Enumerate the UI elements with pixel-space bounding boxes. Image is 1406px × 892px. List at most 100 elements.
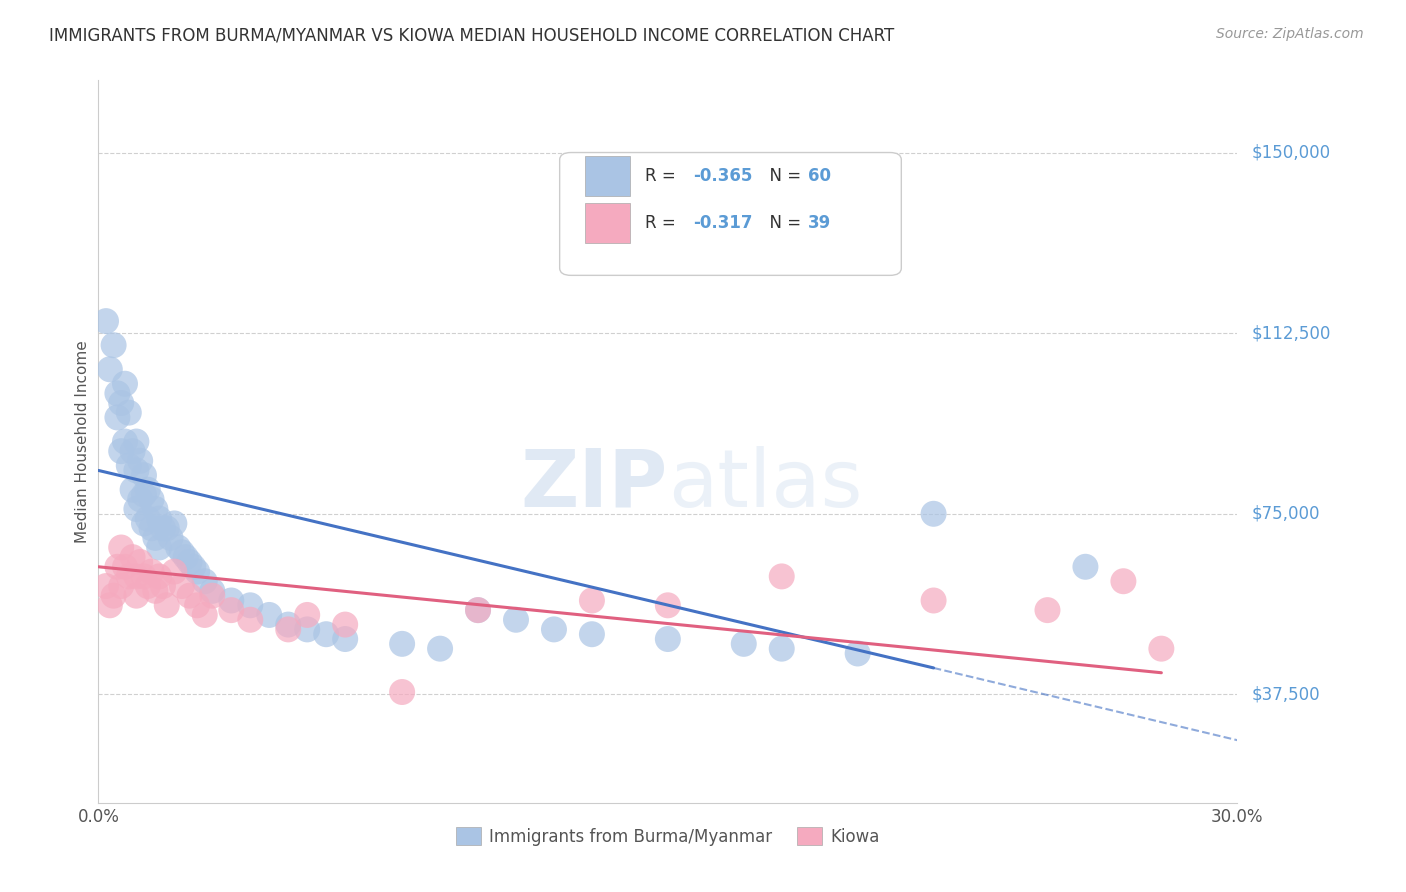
Point	[505, 613, 527, 627]
Point	[159, 531, 181, 545]
Point	[183, 559, 205, 574]
Point	[543, 623, 565, 637]
Point	[141, 565, 163, 579]
Point	[148, 569, 170, 583]
Point	[132, 569, 155, 583]
Text: 60: 60	[808, 168, 831, 186]
Point	[846, 647, 869, 661]
Point	[770, 641, 793, 656]
Point	[110, 541, 132, 555]
Point	[221, 603, 243, 617]
Point	[1074, 559, 1097, 574]
Text: $37,500: $37,500	[1251, 685, 1320, 704]
Point	[201, 583, 224, 598]
Text: ZIP: ZIP	[520, 446, 668, 524]
Point	[118, 569, 141, 583]
Point	[581, 627, 603, 641]
Point	[136, 511, 159, 525]
Point	[94, 314, 117, 328]
Point	[121, 550, 143, 565]
Point	[335, 632, 357, 646]
Point	[125, 463, 148, 477]
Point	[467, 603, 489, 617]
Point	[315, 627, 337, 641]
Text: $150,000: $150,000	[1251, 144, 1330, 161]
Y-axis label: Median Household Income: Median Household Income	[75, 340, 90, 543]
Point	[239, 613, 262, 627]
Point	[141, 521, 163, 535]
Point	[148, 511, 170, 525]
Point	[581, 593, 603, 607]
Point	[152, 521, 174, 535]
Point	[277, 617, 299, 632]
Point	[114, 434, 136, 449]
Point	[297, 607, 319, 622]
Point	[201, 589, 224, 603]
Point	[94, 579, 117, 593]
Text: $75,000: $75,000	[1251, 505, 1320, 523]
Point	[467, 603, 489, 617]
Bar	[585, 203, 630, 243]
Point	[259, 607, 281, 622]
Point	[129, 555, 152, 569]
Point	[125, 502, 148, 516]
Point	[107, 386, 129, 401]
Point	[194, 574, 217, 589]
Point	[179, 555, 201, 569]
Point	[174, 550, 197, 565]
Point	[145, 531, 167, 545]
Point	[98, 599, 121, 613]
Point	[170, 579, 193, 593]
Point	[107, 410, 129, 425]
Point	[152, 579, 174, 593]
Point	[121, 483, 143, 497]
Text: R =: R =	[645, 214, 681, 232]
Point	[145, 583, 167, 598]
Point	[194, 607, 217, 622]
Point	[141, 492, 163, 507]
Point	[110, 579, 132, 593]
Point	[125, 434, 148, 449]
Point	[297, 623, 319, 637]
Text: -0.365: -0.365	[693, 168, 752, 186]
Point	[103, 338, 125, 352]
Legend: Immigrants from Burma/Myanmar, Kiowa: Immigrants from Burma/Myanmar, Kiowa	[449, 821, 887, 852]
Point	[186, 565, 208, 579]
Point	[118, 458, 141, 473]
Point	[657, 599, 679, 613]
Point	[170, 545, 193, 559]
Point	[335, 617, 357, 632]
Text: -0.317: -0.317	[693, 214, 752, 232]
Point	[163, 516, 186, 531]
Point	[922, 507, 945, 521]
Point	[1112, 574, 1135, 589]
Text: R =: R =	[645, 168, 681, 186]
Point	[163, 565, 186, 579]
Point	[1150, 641, 1173, 656]
Text: N =: N =	[759, 168, 806, 186]
Point	[114, 559, 136, 574]
Point	[148, 541, 170, 555]
Bar	[585, 156, 630, 196]
Text: Source: ZipAtlas.com: Source: ZipAtlas.com	[1216, 27, 1364, 41]
Text: IMMIGRANTS FROM BURMA/MYANMAR VS KIOWA MEDIAN HOUSEHOLD INCOME CORRELATION CHART: IMMIGRANTS FROM BURMA/MYANMAR VS KIOWA M…	[49, 27, 894, 45]
FancyBboxPatch shape	[560, 153, 901, 276]
Point	[98, 362, 121, 376]
Point	[107, 559, 129, 574]
Point	[391, 637, 413, 651]
Point	[922, 593, 945, 607]
Point	[114, 376, 136, 391]
Point	[136, 579, 159, 593]
Point	[110, 444, 132, 458]
Point	[770, 569, 793, 583]
Point	[1036, 603, 1059, 617]
Point	[156, 521, 179, 535]
Point	[179, 589, 201, 603]
Point	[132, 487, 155, 501]
Point	[429, 641, 451, 656]
Point	[186, 599, 208, 613]
Point	[103, 589, 125, 603]
Point	[156, 599, 179, 613]
Text: N =: N =	[759, 214, 806, 232]
Point	[132, 468, 155, 483]
